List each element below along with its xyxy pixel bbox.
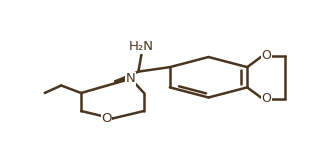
Text: O: O xyxy=(261,92,271,105)
Text: O: O xyxy=(101,112,112,125)
Text: N: N xyxy=(126,72,136,85)
Text: O: O xyxy=(261,49,271,62)
Text: H₂N: H₂N xyxy=(129,40,154,53)
